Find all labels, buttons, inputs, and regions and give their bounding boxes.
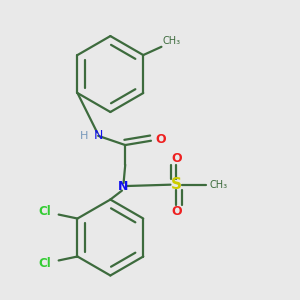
Text: Cl: Cl xyxy=(39,206,51,218)
Text: CH₃: CH₃ xyxy=(209,180,227,190)
Text: S: S xyxy=(171,177,182,192)
Text: O: O xyxy=(172,205,182,218)
Text: N: N xyxy=(117,180,128,193)
Text: N: N xyxy=(94,129,103,142)
Text: Cl: Cl xyxy=(39,256,51,270)
Text: H: H xyxy=(80,131,88,141)
Text: O: O xyxy=(172,152,182,165)
Text: O: O xyxy=(156,133,166,146)
Text: CH₃: CH₃ xyxy=(163,36,181,46)
